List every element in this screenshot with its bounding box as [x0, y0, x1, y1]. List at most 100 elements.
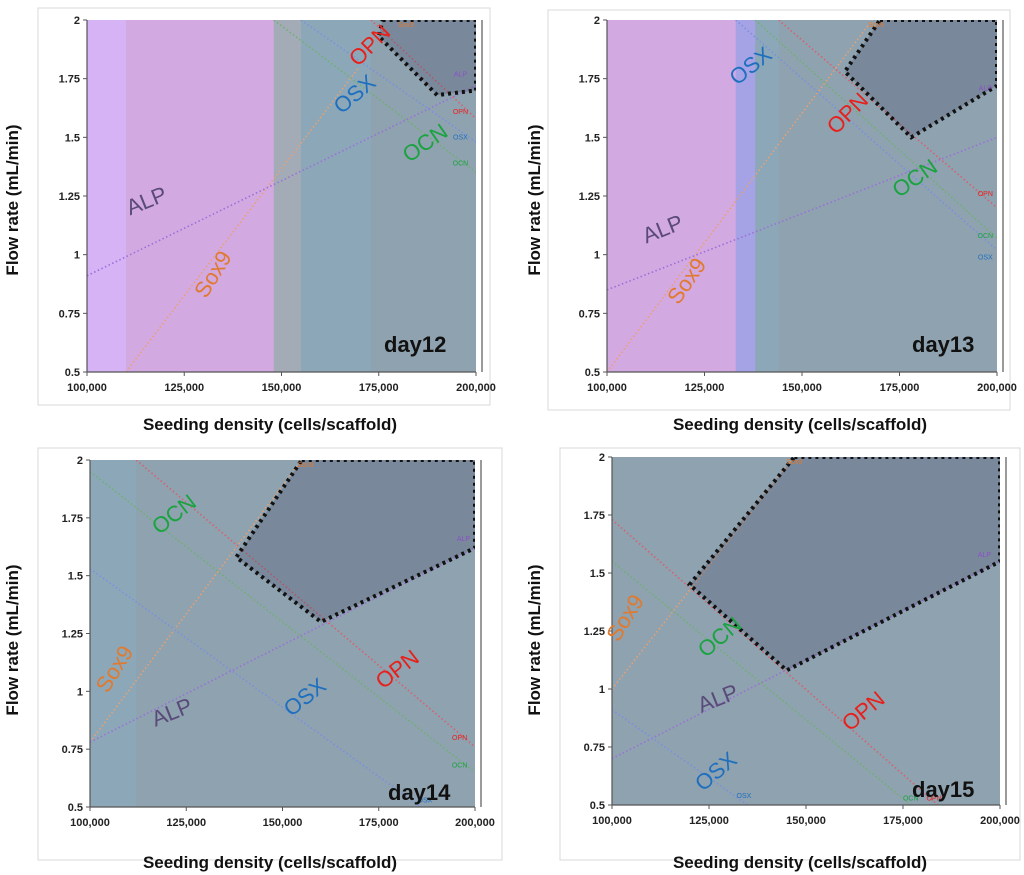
edge-label-ocn: OCN: [903, 795, 919, 802]
x-tick-label: 150,000: [262, 382, 302, 394]
y-axis-label: Flow rate (mL/min): [525, 564, 544, 715]
y-axis-label: Flow rate (mL/min): [3, 564, 22, 715]
edge-label-ocn: OCN: [452, 763, 468, 770]
boundary-opn: [370, 20, 476, 120]
x-tick-label: 150,000: [263, 817, 303, 829]
boundary-alp: [87, 84, 476, 277]
x-axis-label: Seeding density (cells/scaffold): [143, 853, 397, 872]
y-tick-label: 0.75: [62, 744, 83, 756]
edge-label-opn: OPN: [453, 109, 468, 116]
edge-label-opn: OPN: [978, 191, 993, 198]
y-tick-label: 1.5: [65, 132, 80, 144]
region-ocn: [273, 20, 476, 372]
boundary-alp: [607, 136, 997, 291]
x-tick-label: 175,000: [883, 815, 923, 827]
y-tick-label: 1: [77, 686, 83, 698]
y-tick-label: 2: [599, 452, 605, 464]
day-label: day13: [912, 332, 974, 357]
y-tick-label: 1.75: [579, 74, 600, 86]
chart-panel-day12: 100,000 125,000 150,000 175,000 200,000 0.5 0.…: [3, 7, 496, 434]
edge-label-opn: OPN: [926, 795, 941, 802]
boundary-alp: [612, 560, 1000, 760]
y-tick-label: 2: [594, 15, 600, 27]
boundary-sox9: [607, 20, 873, 372]
y-tick-label: 0.5: [585, 367, 600, 379]
day-label: day14: [388, 780, 451, 805]
edge-label-osx: OSX: [418, 797, 433, 804]
y-axis-label: Flow rate (mL/min): [3, 124, 22, 275]
region-ocn: [612, 457, 1000, 805]
y-tick-label: 0.75: [59, 308, 80, 320]
boundary-sox9: [90, 460, 303, 743]
plot-area: [90, 460, 475, 807]
y-tick-label: 1: [74, 250, 80, 262]
day-label: day15: [912, 777, 974, 802]
edge-label-sox9: Sox9: [298, 462, 314, 469]
boundary-ocn: [90, 470, 475, 773]
edge-label-osx: OSX: [737, 793, 752, 800]
x-tick-label: 200,000: [977, 382, 1017, 394]
y-tick-label: 0.75: [584, 742, 605, 754]
edge-label-sox9: Sox9: [868, 22, 884, 29]
x-tick-label: 175,000: [880, 382, 920, 394]
x-tick-label: 150,000: [782, 382, 822, 394]
plot-area: [607, 20, 997, 372]
chart-panel-day15: 100,000 125,000 150,000 175,000 200,000 0.5 0.…: [525, 447, 1021, 872]
edge-label-osx: OSX: [978, 254, 993, 261]
y-tick-label: 2: [77, 455, 83, 467]
x-tick-label: 200,000: [456, 382, 496, 394]
y-tick-label: 1.5: [68, 571, 83, 583]
y-tick-label: 0.75: [579, 308, 600, 320]
x-axis-label: Seeding density (cells/scaffold): [673, 415, 927, 434]
y-tick-label: 1: [599, 684, 605, 696]
chart-panel-day14: 100,000 125,000 150,000 175,000 200,000 0.5 0.…: [3, 447, 503, 872]
x-tick-label: 175,000: [359, 382, 399, 394]
y-tick-label: 2: [74, 15, 80, 27]
chart-panel-day13: 100,000 125,000 150,000 175,000 200,000 0.5 0.…: [525, 9, 1017, 434]
x-tick-label: 125,000: [689, 815, 729, 827]
region-ocn: [755, 20, 997, 372]
design-space-region: [842, 20, 997, 140]
x-tick-label: 150,000: [786, 815, 826, 827]
edge-label-alp: ALP: [454, 71, 468, 78]
day-label: day12: [384, 332, 446, 357]
y-tick-label: 0.5: [65, 367, 80, 379]
x-tick-label: 175,000: [359, 817, 399, 829]
boundary-opn: [612, 519, 939, 805]
y-tick-label: 0.5: [590, 800, 605, 812]
edge-label-sox9: Sox9: [398, 22, 414, 29]
y-tick-label: 1.25: [62, 629, 83, 641]
region-ocn: [90, 460, 475, 807]
boundary-ocn: [612, 560, 912, 805]
y-tick-label: 1.75: [59, 74, 80, 86]
y-tick-label: 1.75: [62, 513, 83, 525]
edge-label-opn: OPN: [452, 735, 467, 742]
y-tick-label: 1.25: [579, 191, 600, 203]
y-tick-label: 1.5: [585, 132, 600, 144]
y-axis-label: Flow rate (mL/min): [525, 124, 544, 275]
x-axis-label: Seeding density (cells/scaffold): [673, 853, 927, 872]
plot-area: [612, 457, 1000, 805]
x-tick-label: 200,000: [980, 815, 1020, 827]
plot-area: [87, 20, 476, 372]
x-tick-label: 125,000: [685, 382, 725, 394]
edge-label-ocn: OCN: [453, 160, 469, 167]
y-tick-label: 1.25: [584, 626, 605, 638]
x-tick-label: 125,000: [164, 382, 204, 394]
x-tick-label: 200,000: [455, 817, 495, 829]
y-tick-label: 1.25: [59, 191, 80, 203]
x-tick-label: 100,000: [70, 817, 110, 829]
boundary-sox9: [612, 457, 795, 690]
x-tick-label: 100,000: [67, 382, 107, 394]
edge-label-alp: ALP: [457, 536, 471, 543]
design-space-region: [233, 460, 475, 625]
x-tick-label: 100,000: [587, 382, 627, 394]
edge-label-alp: ALP: [978, 552, 992, 559]
y-tick-label: 0.5: [68, 802, 83, 814]
edge-label-alp: ALP: [979, 85, 993, 92]
x-axis-label: Seeding density (cells/scaffold): [143, 415, 397, 434]
edge-label-sox9: Sox9: [786, 459, 802, 466]
edge-label-ocn: OCN: [978, 233, 994, 240]
y-tick-label: 1: [594, 250, 600, 262]
